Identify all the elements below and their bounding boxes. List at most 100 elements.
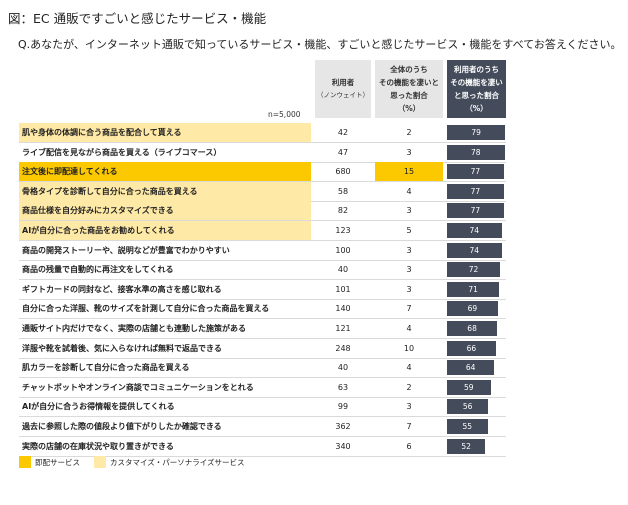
rate-bar: 55 bbox=[447, 419, 488, 434]
rate-bar: 59 bbox=[447, 379, 491, 395]
row-label: ライブ配信を見ながら商品を買える（ライブコマース） bbox=[22, 147, 222, 157]
row-bar-cell: 77 bbox=[447, 201, 506, 220]
row-share: 6 bbox=[406, 441, 412, 451]
row-bar-cell: 68 bbox=[447, 319, 506, 338]
row-users: 40 bbox=[337, 363, 349, 373]
row-share: 15 bbox=[375, 162, 443, 182]
table-row: 自分に合った洋服、靴のサイズを計測して自分に合った商品を買える 140 7 69 bbox=[19, 299, 506, 320]
row-bar-cell: 56 bbox=[447, 397, 506, 416]
rate-bar: 79 bbox=[447, 125, 506, 140]
row-share: 2 bbox=[406, 382, 412, 392]
row-share: 7 bbox=[406, 304, 412, 314]
row-bar-cell: 77 bbox=[447, 182, 506, 201]
legend: 即配サービス カスタマイズ・パーソナライズサービス bbox=[19, 456, 259, 468]
legend-custom-label: カスタマイズ・パーソナライズサービス bbox=[110, 457, 245, 467]
table-row: ライブ配信を見ながら商品を買える（ライブコマース） 47 3 78 bbox=[19, 143, 506, 163]
rate-bar: 66 bbox=[447, 340, 496, 356]
legend-shipping-label: 即配サービス bbox=[35, 457, 80, 467]
row-users: 82 bbox=[337, 206, 349, 216]
row-bar-cell: 66 bbox=[447, 339, 506, 358]
row-label: 過去に参照した際の値段より値下がりしたか確認できる bbox=[22, 422, 222, 431]
row-label: 洋服や靴を試着後、気に入らなければ無料で返品できる bbox=[22, 343, 222, 353]
row-bar-cell: 79 bbox=[447, 123, 506, 142]
table-row: AIが自分に合った商品をお勧めしてくれる 123 5 74 bbox=[19, 221, 506, 241]
row-label: 通販サイト内だけでなく、実際の店舗とも連動した施策がある bbox=[22, 324, 246, 333]
row-share: 3 bbox=[406, 245, 412, 255]
header-share: 全体のうち その機能を凄いと思った割合 （%） bbox=[375, 60, 443, 118]
row-users: 121 bbox=[335, 324, 351, 333]
rate-bar: 77 bbox=[447, 183, 504, 199]
rate-bar: 74 bbox=[447, 242, 502, 258]
table-row: 肌カラーを診断して自分に合った商品を買える 40 4 64 bbox=[19, 358, 506, 379]
row-users: 63 bbox=[337, 382, 349, 392]
row-bar-cell: 55 bbox=[447, 417, 506, 436]
row-label: 注文後に即配達してくれる bbox=[19, 162, 311, 182]
header-rate-line2: その機能を凄いと思った割合 bbox=[450, 78, 503, 100]
row-bar-cell: 72 bbox=[447, 260, 506, 279]
rate-bar: 68 bbox=[447, 321, 498, 336]
table-row: 商品仕様を自分好みにカスタマイズできる 82 3 77 bbox=[19, 201, 506, 222]
table-row: 注文後に即配達してくれる 680 15 77 bbox=[19, 162, 506, 183]
row-share: 5 bbox=[406, 226, 412, 235]
row-bar-cell: 59 bbox=[447, 378, 506, 397]
row-share: 7 bbox=[406, 422, 412, 431]
table-row: 商品の残量で自動的に再注文をしてくれる 40 3 72 bbox=[19, 260, 506, 281]
row-share: 3 bbox=[406, 402, 412, 412]
rate-bar: 52 bbox=[447, 438, 486, 454]
legend-custom-swatch bbox=[94, 456, 106, 468]
row-users: 40 bbox=[337, 265, 349, 275]
row-bar-cell: 77 bbox=[447, 162, 506, 181]
row-users: 140 bbox=[335, 304, 351, 314]
header-users-sub: （ノンウェイト） bbox=[317, 91, 369, 99]
row-users: 680 bbox=[335, 167, 351, 177]
row-share: 3 bbox=[406, 147, 412, 157]
row-label: AIが自分に合うお得情報を提供してくれる bbox=[22, 402, 175, 412]
table-row: 肌や身体の体調に合う商品を配合して貰える 42 2 79 bbox=[19, 123, 506, 143]
legend-custom: カスタマイズ・パーソナライズサービス bbox=[94, 456, 245, 468]
row-bar-cell: 71 bbox=[447, 280, 506, 299]
header-share-line2: その機能を凄いと思った割合 bbox=[379, 78, 439, 100]
legend-shipping: 即配サービス bbox=[19, 456, 80, 468]
row-users: 248 bbox=[335, 343, 351, 353]
rate-bar: 74 bbox=[447, 223, 502, 238]
row-users: 362 bbox=[335, 422, 351, 431]
survey-question: Q.あなたが、インターネット通販で知っているサービス・機能、すごいと感じたサービ… bbox=[18, 38, 622, 51]
table-row: 洋服や靴を試着後、気に入らなければ無料で返品できる 248 10 66 bbox=[19, 339, 506, 359]
rate-bar: 64 bbox=[447, 360, 495, 376]
row-label: AIが自分に合った商品をお勧めしてくれる bbox=[19, 221, 311, 240]
row-label: 骨格タイプを診断して自分に合った商品を買える bbox=[19, 181, 311, 201]
row-label: ギフトカードの同封など、接客水準の高さを感じ取れる bbox=[22, 284, 222, 294]
row-users: 58 bbox=[337, 186, 349, 196]
row-share: 4 bbox=[406, 324, 412, 333]
row-label: チャットボットやオンライン商談でコミュニケーションをとれる bbox=[22, 382, 254, 392]
table-row: ギフトカードの同封など、接客水準の高さを感じ取れる 101 3 71 bbox=[19, 280, 506, 300]
rate-bar: 78 bbox=[447, 144, 505, 160]
header-users: 利用者 （ノンウェイト） bbox=[315, 60, 371, 118]
sample-size: n=5,000 bbox=[268, 110, 301, 119]
rate-bar: 77 bbox=[447, 203, 504, 219]
row-label: 実際の店舗の在庫状況や取り置きができる bbox=[22, 441, 174, 451]
row-share: 3 bbox=[406, 206, 412, 216]
row-users: 100 bbox=[335, 245, 351, 255]
row-share: 3 bbox=[406, 265, 412, 275]
row-bar-cell: 74 bbox=[447, 241, 506, 260]
row-share: 3 bbox=[406, 284, 412, 294]
row-label: 商品の開発ストーリーや、説明などが豊富でわかりやすい bbox=[22, 245, 230, 255]
rate-bar: 69 bbox=[447, 301, 498, 317]
header-rate: 利用者のうち その機能を凄いと思った割合 （%） bbox=[447, 60, 506, 118]
table-row: 商品の開発ストーリーや、説明などが豊富でわかりやすい 100 3 74 bbox=[19, 241, 506, 261]
header-share-line1: 全体のうち bbox=[390, 65, 428, 74]
row-label: 自分に合った洋服、靴のサイズを計測して自分に合った商品を買える bbox=[22, 304, 270, 314]
row-label: 商品仕様を自分好みにカスタマイズできる bbox=[19, 201, 311, 221]
row-share: 2 bbox=[406, 128, 412, 137]
rate-bar: 71 bbox=[447, 281, 500, 297]
legend-shipping-swatch bbox=[19, 456, 31, 468]
row-share: 4 bbox=[406, 186, 412, 196]
row-bar-cell: 74 bbox=[447, 221, 506, 240]
row-bar-cell: 52 bbox=[447, 437, 506, 456]
row-bar-cell: 78 bbox=[447, 143, 506, 162]
table-row: 骨格タイプを診断して自分に合った商品を買える 58 4 77 bbox=[19, 181, 506, 202]
row-users: 101 bbox=[335, 284, 351, 294]
page-title: 図：EC 通販ですごいと感じたサービス・機能 bbox=[8, 11, 267, 26]
header-share-line3: （%） bbox=[397, 104, 421, 113]
